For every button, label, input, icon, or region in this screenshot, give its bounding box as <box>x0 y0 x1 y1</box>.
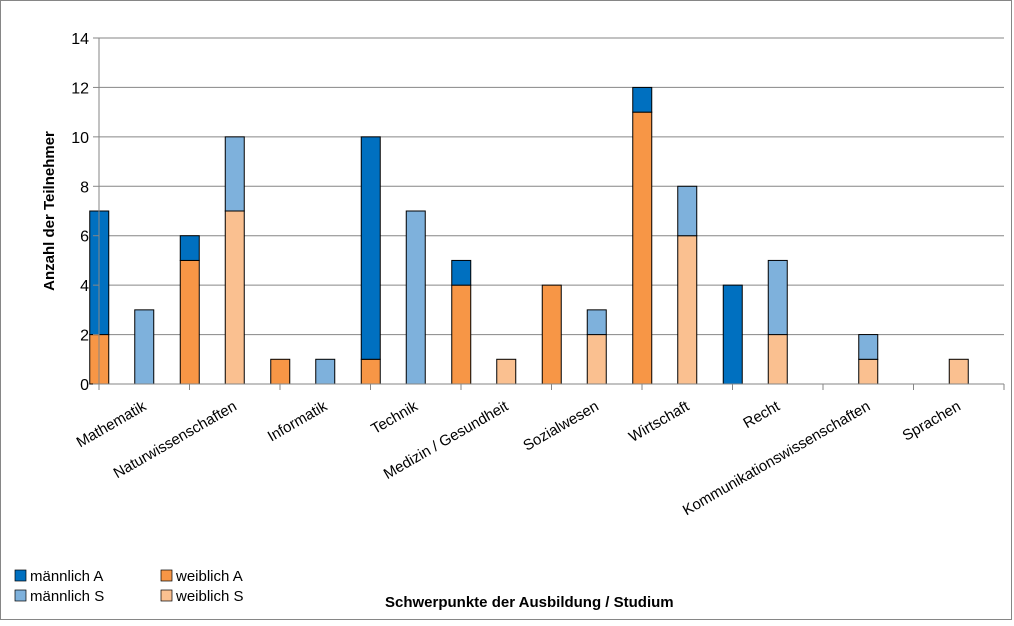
y-axis-title: Anzahl der Teilnehmer <box>41 131 58 291</box>
bar-männlich-a <box>179 235 200 261</box>
bar-männlich-s <box>315 358 336 385</box>
gridlines <box>99 37 1004 336</box>
bar-weiblich-a <box>270 358 291 385</box>
y-tick-label: 8 <box>80 179 89 196</box>
bar-weiblich-a <box>360 358 381 385</box>
x-category-label: Informatik <box>265 397 331 445</box>
legend-swatch <box>14 569 27 582</box>
x-category-label: Sprachen <box>900 398 964 445</box>
axes <box>93 37 1005 390</box>
bar-männlich-s <box>767 259 788 336</box>
legend-label: weiblich A <box>175 568 243 585</box>
bar-männlich-a <box>360 136 381 360</box>
bar-männlich-s <box>677 185 698 237</box>
y-tick-label: 12 <box>71 80 89 97</box>
bar-weiblich-a <box>632 111 653 385</box>
bar-männlich-s <box>586 309 607 336</box>
y-tick-label: 4 <box>80 278 89 295</box>
legend-label: männlich S <box>30 588 104 605</box>
bar-männlich-a <box>722 284 743 385</box>
bar-weiblich-a <box>451 284 472 385</box>
bar-männlich-s <box>224 136 245 212</box>
legend-label: weiblich S <box>175 588 244 605</box>
y-tick-label: 6 <box>80 229 89 246</box>
x-axis-title: Schwerpunkte der Ausbildung / Studium <box>385 594 674 611</box>
y-tick-labels: 0 2 4 6 8 10 12 14 <box>71 31 89 394</box>
bar-männlich-a <box>632 86 653 113</box>
x-category-label: Mathematik <box>74 397 150 451</box>
x-category-label: Sozialwesen <box>520 398 601 455</box>
bars <box>89 86 969 385</box>
legend-label: männlich A <box>30 568 103 585</box>
legend-swatch <box>14 589 27 602</box>
bar-weiblich-s <box>858 358 879 385</box>
x-category-label: Wirtschaft <box>626 397 693 445</box>
x-category-label: Recht <box>740 397 783 432</box>
bar-weiblich-s <box>496 358 517 385</box>
legend: männlich A weiblich A männlich S weiblich S <box>14 568 244 605</box>
bar-männlich-s <box>134 309 155 385</box>
bar-weiblich-s <box>677 235 698 385</box>
bar-weiblich-s <box>586 334 607 385</box>
y-tick-label: 0 <box>80 377 89 394</box>
bar-männlich-s <box>858 334 879 360</box>
legend-swatch <box>160 569 173 582</box>
bar-weiblich-a <box>179 259 200 385</box>
bar-männlich-a <box>451 259 472 286</box>
bar-männlich-s <box>405 210 426 385</box>
legend-swatch <box>160 589 173 602</box>
x-category-label: Technik <box>368 397 421 437</box>
y-tick-label: 14 <box>71 31 89 48</box>
y-tick-label: 10 <box>71 130 89 147</box>
y-tick-label: 2 <box>80 328 89 345</box>
bar-weiblich-s <box>948 358 969 385</box>
bar-weiblich-a <box>541 284 562 385</box>
bar-weiblich-s <box>224 210 245 385</box>
bar-weiblich-s <box>767 334 788 385</box>
